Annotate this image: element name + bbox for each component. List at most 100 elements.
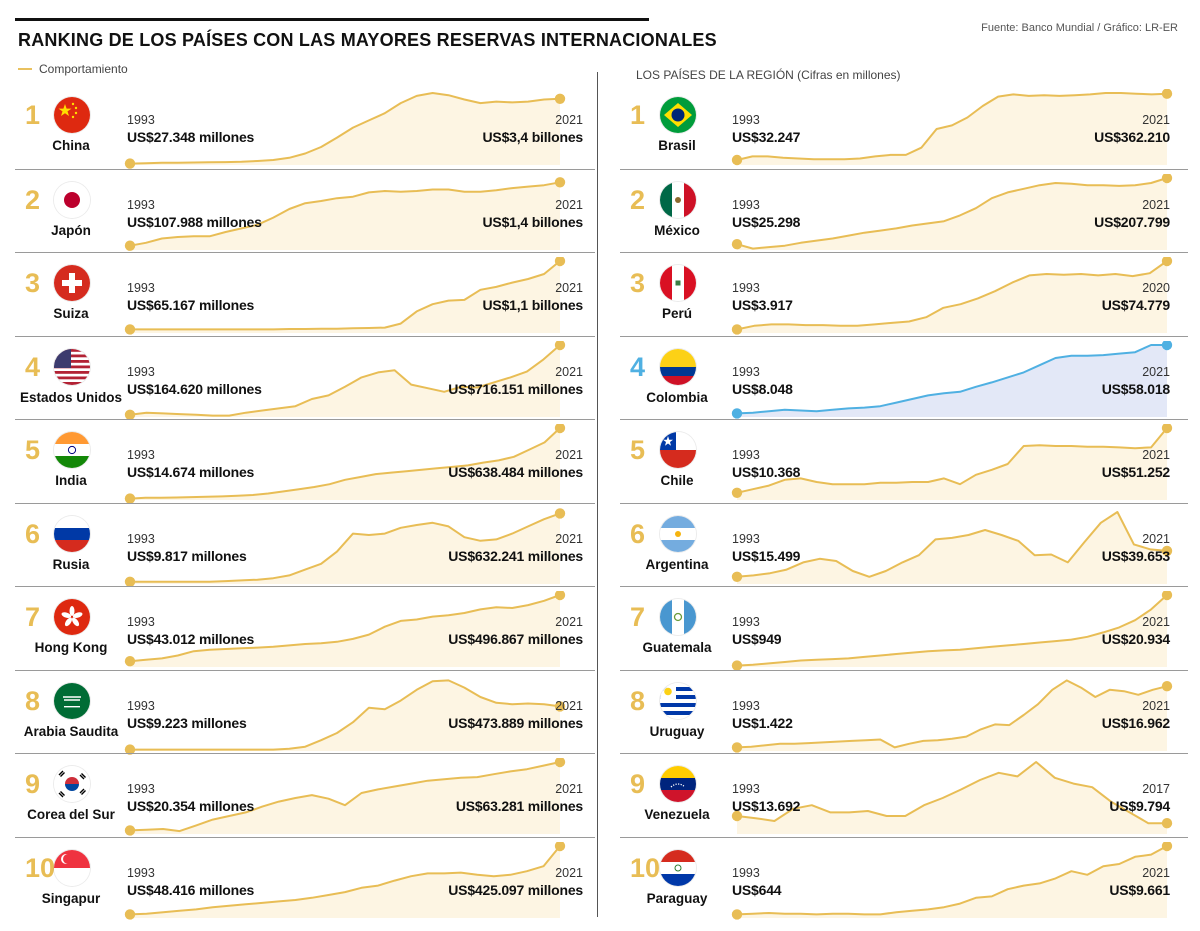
argentina-flag-icon [660, 515, 696, 552]
end-year-label: 2021 [1142, 531, 1170, 546]
rank-number: 5 [25, 435, 41, 465]
end-year-label: 2021 [555, 782, 583, 796]
sparkline-start-point [124, 409, 136, 420]
start-value-label: US$8.048 [732, 380, 793, 397]
sparkline-end-point [554, 841, 566, 851]
rank-number: 7 [25, 602, 41, 632]
ranking-row-arabia-saudita: 8 Arabia Saudita 1993 US$9.223 millones 2021… [15, 669, 595, 755]
sparkline-area [130, 344, 560, 417]
sparkline-hong-kong [124, 591, 566, 667]
legend-line-swatch [18, 68, 32, 70]
legend: Comportamiento [18, 62, 128, 76]
sparkline-end-point [554, 257, 566, 267]
sparkline-start-point [731, 154, 743, 166]
sparkline-argentina [731, 510, 1173, 584]
ranking-row-peru: 3 Perú 1993 US$3.917 2020 US$74.779 [620, 252, 1188, 336]
rank-number: 4 [630, 351, 646, 382]
sparkline-end-point [1161, 173, 1173, 183]
start-year-label: 1993 [732, 782, 760, 796]
sparkline-end-point [554, 93, 566, 104]
sparkline-line [736, 92, 1168, 161]
sparkline-area [130, 512, 560, 584]
sparkline-start-point [124, 158, 136, 169]
column-divider [597, 72, 598, 917]
venezuela-flag-icon [660, 766, 696, 802]
end-value-label: US$74.779 [1101, 297, 1170, 313]
ranking-row-singapur: 10 Singapur 1993 US$48.416 millones 2021 US$4… [15, 836, 595, 921]
sparkline-area [737, 595, 1167, 667]
sparkline-line [736, 260, 1168, 331]
end-value-label: US$63.281 millones [455, 798, 583, 814]
sparkline-end-point [554, 340, 566, 350]
legend-label: Comportamiento [39, 62, 128, 76]
end-year-label: 2021 [1142, 197, 1170, 212]
singapore-flag-icon [54, 849, 90, 886]
sparkline-start-point [124, 576, 136, 587]
region-ranking-panel: 1 Brasil 1993 US$32.247 2021 US$362.210 2 Méxic… [620, 85, 1188, 920]
ranking-row-paraguay: 10 Paraguay 1993 US$644 2021 US$9.661 [620, 836, 1188, 921]
end-value-label: US$716.151 millones [448, 380, 583, 397]
country-name: Singapur [41, 890, 101, 906]
sparkline-line [129, 844, 561, 915]
sparkline-mexico [731, 173, 1173, 250]
end-value-label: US$51.252 [1101, 464, 1170, 480]
sparkline-start-point [731, 487, 743, 498]
sparkline-line [736, 176, 1168, 250]
rank-number: 6 [630, 518, 646, 549]
ranking-row-suiza: 3 Suiza 1993 US$65.167 millones 2021 US$1,1 b… [15, 252, 595, 336]
sparkline-line [129, 594, 561, 663]
start-year-label: 1993 [732, 113, 760, 127]
sparkline-area [130, 93, 560, 165]
end-value-label: US$1,4 billones [482, 213, 584, 230]
sparkline-line [736, 427, 1168, 494]
country-name: México [654, 222, 700, 238]
country-name: Paraguay [646, 890, 708, 906]
sparkline-end-point [1161, 591, 1173, 601]
sparkline-china [124, 92, 566, 169]
start-year-label: 1993 [127, 615, 155, 629]
sparkline-start-point [731, 407, 743, 419]
mexico-flag-icon [660, 181, 696, 218]
sparkline-arabia-saudita [124, 678, 566, 755]
country-name: Chile [660, 473, 694, 488]
uruguay-flag-icon [660, 682, 696, 719]
world-ranking-panel: 1 China 1993 US$27.348 millones 2021 US$3,4 b… [15, 85, 595, 920]
end-year-label: 2021 [1142, 364, 1170, 379]
sparkline-suiza [124, 257, 566, 335]
sparkline-end-point [554, 507, 566, 519]
sparkline-area [130, 679, 560, 751]
end-year-label: 2021 [555, 197, 583, 212]
rank-number: 3 [25, 268, 41, 298]
sparkline-end-point [1161, 424, 1173, 434]
end-value-label: US$58.018 [1101, 380, 1170, 397]
ranking-row-rusia: 6 Rusia 1993 US$9.817 millones 2021 US$632.24… [15, 502, 595, 587]
sparkline-end-point [1161, 841, 1173, 851]
start-year-label: 1993 [127, 448, 155, 462]
japan-flag-icon [54, 181, 90, 218]
sparkline-line [736, 594, 1168, 667]
sparkline-line [129, 180, 561, 247]
country-name: Brasil [658, 138, 696, 153]
start-value-label: US$9.223 millones [127, 714, 247, 731]
end-value-label: US$362.210 [1094, 129, 1170, 145]
end-value-label: US$425.097 millones [448, 881, 583, 898]
brazil-flag-icon [660, 97, 696, 133]
end-year-label: 2021 [1142, 113, 1170, 127]
title-rule [15, 18, 649, 21]
sparkline-start-point [124, 493, 136, 504]
start-value-label: US$13.692 [732, 798, 801, 814]
chile-flag-icon [660, 432, 696, 468]
sparkline-start-point [731, 238, 743, 249]
start-value-label: US$1.422 [732, 714, 793, 731]
start-value-label: US$25.298 [732, 213, 801, 230]
sparkline-line [736, 678, 1168, 748]
end-value-label: US$638.484 millones [448, 464, 583, 480]
sparkline-area [130, 845, 560, 918]
rank-number: 4 [25, 351, 41, 382]
sparkline-brasil [731, 89, 1173, 166]
korea-flag-icon [54, 766, 90, 802]
sparkline-japon [124, 176, 566, 251]
source-note: Fuente: Banco Mundial / Gráfico: LR-ER [981, 22, 1178, 34]
country-name: Rusia [52, 556, 90, 572]
end-value-label: US$496.867 millones [448, 631, 583, 647]
